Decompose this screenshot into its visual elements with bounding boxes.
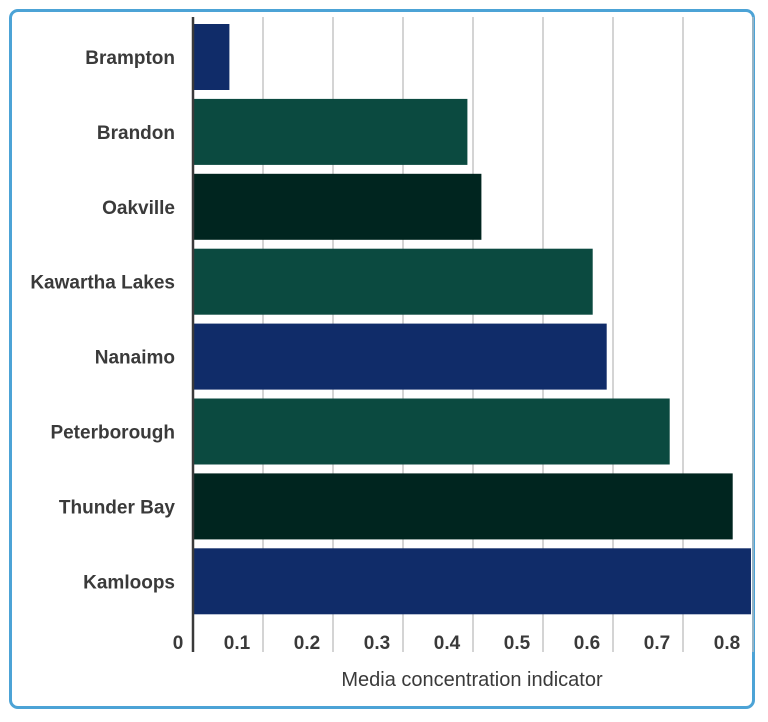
bar-nanaimo <box>193 323 607 390</box>
bar-kamloops <box>193 548 751 615</box>
x-tick-label-0.7: 0.7 <box>644 633 670 654</box>
x-tick-label-0.4: 0.4 <box>434 633 461 654</box>
x-tick-label-0: 0 <box>173 633 184 654</box>
bar-brandon <box>193 98 468 165</box>
x-tick-labels: 0 0.1 0.2 0.3 0.4 0.5 0.6 0.7 0.8 <box>173 633 741 654</box>
category-label-kamloops: Kamloops <box>83 572 175 593</box>
category-labels: Brampton Brandon Oakville Kawartha Lakes Nan… <box>30 48 175 593</box>
category-label-thunder-bay: Thunder Bay <box>59 497 176 518</box>
bar-brampton <box>193 24 230 90</box>
x-tick-label-0.3: 0.3 <box>364 633 390 654</box>
category-label-kawartha-lakes: Kawartha Lakes <box>30 273 175 294</box>
bar-thunder-bay <box>193 473 733 540</box>
category-label-brandon: Brandon <box>97 123 175 144</box>
x-axis-title: Media concentration indicator <box>341 669 603 691</box>
x-tick-label-0.5: 0.5 <box>504 633 531 654</box>
bar-oakville <box>193 173 482 240</box>
x-tick-label-0.8: 0.8 <box>714 633 740 654</box>
bar-peterborough <box>193 398 670 465</box>
x-tick-label-0.6: 0.6 <box>574 633 600 654</box>
x-tick-label-0.1: 0.1 <box>224 633 251 654</box>
bars <box>193 24 751 615</box>
bar-kawartha-lakes <box>193 248 593 315</box>
category-label-nanaimo: Nanaimo <box>95 348 175 369</box>
category-label-oakville: Oakville <box>102 198 175 219</box>
category-label-peterborough: Peterborough <box>50 423 175 444</box>
category-label-brampton: Brampton <box>85 48 175 69</box>
x-tick-label-0.2: 0.2 <box>294 633 320 654</box>
